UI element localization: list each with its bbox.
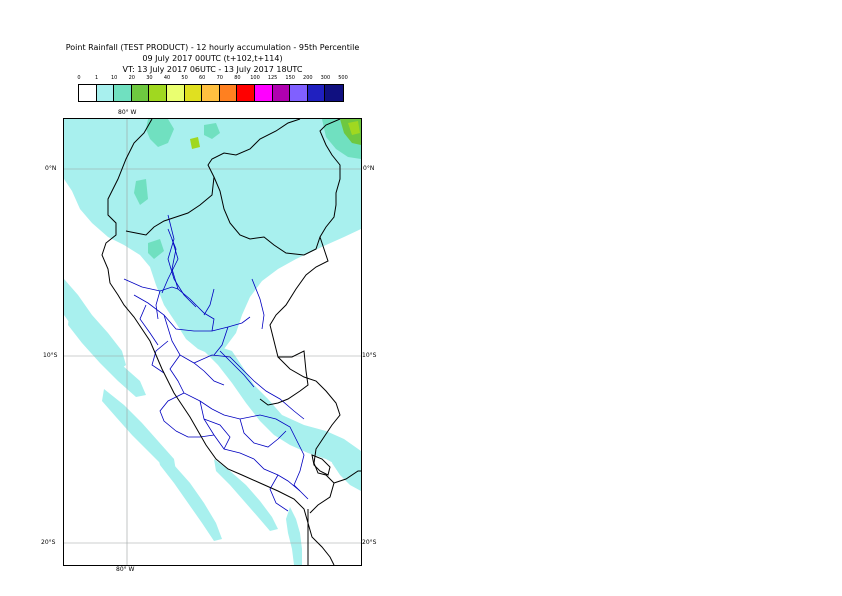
bolivia-border — [277, 356, 341, 514]
base-time: 09 July 2017 00UTC (t+102,t+114) — [142, 54, 283, 63]
legend-tick-label: 150 — [285, 75, 295, 81]
legend-swatch — [219, 85, 238, 101]
legend-swatch — [149, 85, 167, 101]
rain-streak-4 — [214, 459, 278, 531]
legend-tick-label: 50 — [181, 75, 188, 81]
legend-swatch — [202, 85, 220, 101]
country-borders — [101, 119, 361, 565]
region-border-15 — [159, 392, 185, 432]
color-legend — [78, 84, 344, 102]
rain-area-ocean-west — [64, 279, 126, 371]
region-border-17 — [203, 418, 231, 450]
legend-tick-label: 10 — [111, 75, 118, 81]
rainfall-map — [64, 119, 361, 565]
region-border-12 — [161, 238, 179, 294]
region-border-9 — [239, 418, 287, 448]
legend-swatch — [184, 85, 203, 101]
region-border-1 — [167, 228, 215, 332]
region-border-14 — [139, 304, 159, 346]
rain-mid-spot-2 — [134, 179, 148, 205]
legend-swatch — [325, 85, 343, 101]
rain-area-north — [64, 119, 361, 355]
region-border-19 — [151, 340, 169, 374]
legend-tick-label: 1 — [95, 75, 99, 81]
region-border-13 — [155, 290, 161, 320]
region-border-11 — [293, 438, 305, 492]
region-border-6 — [193, 354, 305, 420]
legend-swatch — [96, 85, 115, 101]
rainfall-shading — [64, 119, 361, 565]
legend-tick-label: 80 — [234, 75, 241, 81]
legend-tick-label: 500 — [338, 75, 348, 81]
rain-peak-spot — [348, 121, 360, 135]
legend-swatch — [79, 85, 97, 101]
legend-tick-label: 0 — [77, 75, 81, 81]
rain-area-central — [194, 335, 361, 471]
region-border-8 — [199, 400, 255, 460]
rain-strip-south — [286, 507, 302, 565]
chile-border — [307, 509, 335, 565]
legend-swatch — [166, 85, 185, 101]
lake-titicaca — [311, 454, 331, 476]
legend-tick-label: 70 — [216, 75, 223, 81]
lat-label-right-2: 20°S — [362, 539, 377, 546]
river-5 — [213, 326, 229, 356]
region-border-18 — [269, 474, 289, 512]
rain-peak-spot-2 — [190, 137, 200, 149]
map-panel — [63, 118, 362, 566]
lon-label-bottom: 80° W — [116, 566, 135, 573]
river-3 — [251, 278, 265, 330]
river-1 — [167, 214, 197, 308]
lat-label-right-0: 0°N — [363, 165, 375, 172]
rain-mid-area-n — [146, 119, 174, 147]
rain-mid-spot-3 — [148, 239, 164, 259]
legend-swatch — [290, 85, 308, 101]
region-border-10 — [253, 458, 309, 500]
rain-mid-spot-1 — [204, 123, 220, 139]
map-title: Point Rainfall (TEST PRODUCT) - 12 hourl… — [65, 43, 360, 52]
legend-tick-label: 40 — [163, 75, 171, 81]
region-border-16 — [175, 430, 215, 438]
river-4 — [219, 350, 255, 388]
legend-tick-label: 20 — [128, 75, 135, 81]
legend-tick-label: 300 — [320, 75, 331, 81]
graticule — [64, 119, 361, 565]
lat-label-left-0: 0°N — [45, 165, 57, 172]
lat-label-left-1: 10°S — [43, 352, 58, 359]
legend-tick-label: 30 — [146, 75, 153, 81]
legend-tick-label: 100 — [250, 75, 260, 81]
lat-label-right-1: 10°S — [362, 352, 377, 359]
rain-streak-1 — [68, 309, 146, 397]
argentina-border — [333, 470, 361, 484]
region-border-5 — [169, 354, 213, 410]
legend-tick-labels: 0 1 10 20 30 40 50 60 70 80 100 125 150 200 300 500 — [0, 75, 842, 84]
legend-swatch — [307, 85, 326, 101]
lon-label-top: 80° W — [118, 109, 137, 116]
region-border-3 — [133, 294, 251, 332]
lat-label-left-2: 20°S — [41, 539, 56, 546]
legend-swatch — [272, 85, 291, 101]
legend-swatch — [131, 85, 150, 101]
legend-swatch — [254, 85, 273, 101]
region-border-7 — [211, 408, 297, 440]
river-2 — [203, 288, 215, 316]
region-borders — [123, 214, 309, 512]
rain-strip-east — [332, 449, 361, 491]
legend-swatch — [237, 85, 255, 101]
legend-tick-label: 200 — [303, 75, 313, 81]
legend-tick-label: 60 — [199, 75, 206, 81]
legend-swatch — [114, 85, 132, 101]
valid-time: VT: 13 July 2017 06UTC - 13 July 2017 18… — [122, 65, 303, 74]
rain-streak-3 — [156, 449, 222, 541]
coastline — [101, 119, 309, 565]
legend-tick-label: 125 — [267, 75, 278, 81]
